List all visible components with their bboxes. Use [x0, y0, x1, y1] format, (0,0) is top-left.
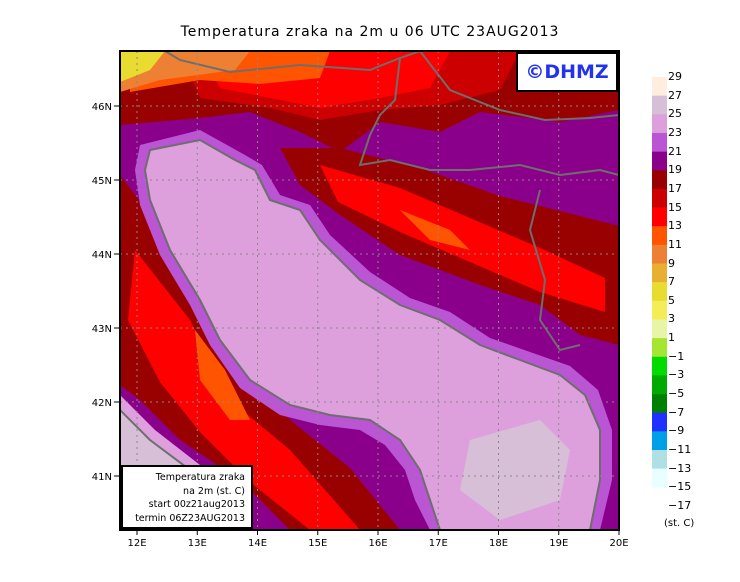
legend-label: −15 [668, 480, 692, 494]
legend-label: 21 [668, 144, 682, 158]
lat-label: 45N [92, 176, 112, 187]
legend-label: −13 [668, 461, 692, 475]
legend-label: 7 [668, 275, 675, 289]
legend-color-box [652, 431, 667, 451]
legend-label: −7 [668, 405, 685, 419]
legend-color-box [652, 356, 667, 376]
legend-color-box [652, 170, 667, 190]
border-line [419, 51, 619, 122]
lon-label: 16E [368, 538, 387, 549]
apennines-dark-red [120, 175, 400, 530]
legend-color-box [652, 450, 667, 469]
legend-label: 19 [668, 163, 682, 177]
legend-label: 15 [668, 200, 682, 214]
border-line [358, 57, 619, 177]
info-line: Temperatura zraka [155, 472, 245, 483]
legend-label: 5 [668, 293, 675, 307]
legend-color-box [652, 263, 667, 283]
legend-color-box [652, 338, 667, 358]
lon-label: 19E [549, 538, 568, 549]
legend-label: 17 [668, 181, 682, 195]
legend-label: 25 [668, 107, 682, 121]
legend-label: −17 [668, 498, 692, 512]
lat-label: 42N [92, 398, 112, 409]
legend-label: 11 [668, 237, 682, 251]
lat-label: 41N [92, 472, 112, 483]
adriatic-warm-patch [460, 420, 570, 520]
legend-color-box [652, 207, 667, 227]
dinaric-orange [400, 210, 470, 250]
legend-color-box [652, 412, 667, 432]
lat-label: 44N [92, 250, 112, 261]
legend-label: 1 [668, 331, 675, 345]
lon-label: 12E [127, 538, 146, 549]
apennines-orange [195, 330, 250, 420]
legend-color-box [652, 468, 667, 488]
legend-color-box [652, 394, 667, 413]
legend-color-box [652, 226, 667, 246]
info-line: na 2m (st. C) [183, 485, 245, 497]
dinaric-red [320, 165, 605, 312]
dhmz-logo: ©DHMZ [516, 52, 618, 92]
lon-label: 18E [489, 538, 508, 549]
lon-label: 13E [188, 538, 207, 549]
legend-unit: (st. C) [664, 518, 695, 529]
legend-label: −3 [668, 368, 685, 382]
info-box: Temperatura zraka na 2m (st. C) start 00… [121, 465, 253, 529]
map-frame [119, 50, 620, 531]
legend-color-box [652, 77, 667, 96]
lon-label: 17E [429, 538, 448, 549]
legend-label: 23 [668, 125, 682, 139]
legend-color-box [652, 132, 667, 152]
adriatic-sea [143, 138, 601, 530]
apennines-red [128, 250, 360, 530]
legend-label: 29 [668, 70, 682, 83]
alps-yellow [120, 51, 165, 82]
legend-color-box [652, 244, 667, 264]
lat-label: 46N [92, 102, 112, 113]
legend-label: −5 [668, 387, 685, 401]
lon-label: 14E [248, 538, 267, 549]
legend-color-box [652, 188, 667, 208]
legend-color-box [652, 375, 667, 395]
lat-label: 43N [92, 324, 112, 335]
border-line [528, 189, 581, 352]
legend-color-box [652, 319, 667, 339]
lon-label: 15E [308, 538, 327, 549]
lon-label: 20E [609, 538, 628, 549]
legend-color-box [652, 95, 667, 115]
legend-label: 13 [668, 219, 682, 233]
info-line: termin 06Z23AUG2013 [135, 512, 245, 524]
legend-label: −11 [668, 443, 692, 456]
legend-color-box [652, 151, 667, 171]
legend-color-box [652, 114, 667, 134]
legend-label: 27 [668, 88, 682, 102]
info-line: start 00z21aug2013 [148, 499, 245, 510]
legend-label: −1 [668, 349, 685, 363]
legend-label: −9 [668, 424, 685, 438]
legend-label: 3 [668, 312, 675, 326]
legend-label: 9 [668, 256, 675, 270]
map-title: Temperatura zraka na 2m u 06 UTC 23AUG20… [180, 24, 560, 40]
legend-color-box [652, 300, 667, 320]
legend-color-box [652, 282, 667, 302]
